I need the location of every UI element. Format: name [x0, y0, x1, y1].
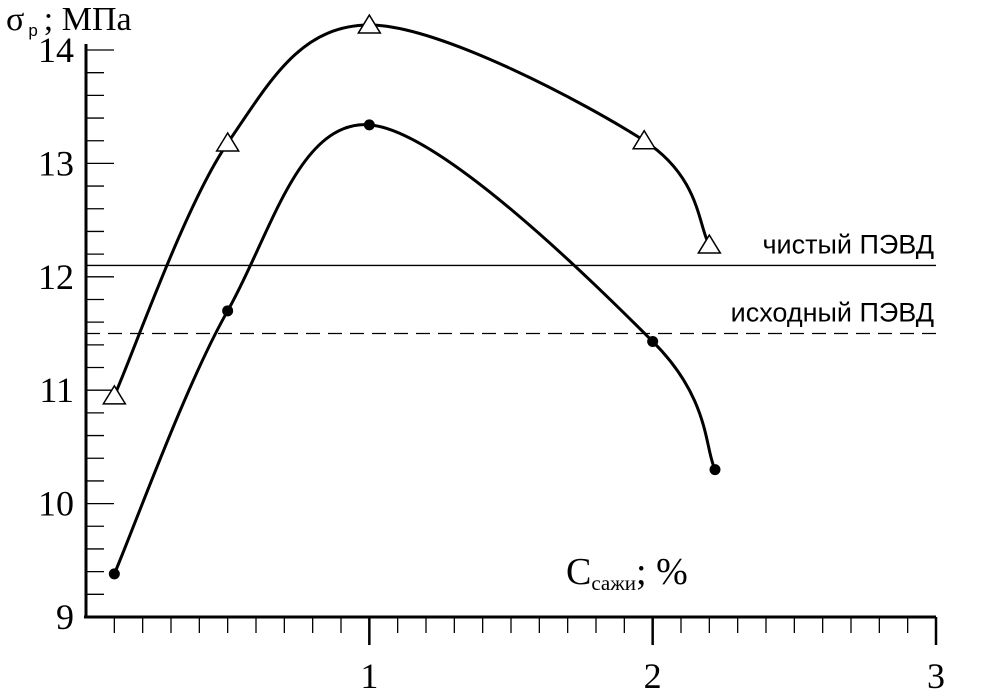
y-tick-label: 12: [38, 257, 74, 297]
reference-line-label: исходный ПЭВД: [731, 298, 934, 328]
data-point: [647, 335, 659, 347]
data-point: [222, 305, 234, 317]
data-point: [101, 384, 127, 405]
y-tick-labels: 9 10 11 12 13 14: [38, 30, 74, 637]
series-1: [101, 13, 722, 405]
y-axis-label-unit: ; МПа: [44, 1, 132, 38]
ticks: [86, 49, 938, 645]
reference-line-label: чистый ПЭВД: [762, 229, 934, 259]
x-axis-label-subscript: сажи: [591, 571, 636, 595]
series-2: [108, 119, 721, 580]
data-point: [631, 129, 657, 150]
series-line: [112, 23, 711, 397]
y-tick-label: 14: [38, 30, 74, 70]
x-tick-label: 3: [927, 656, 945, 696]
data-point: [696, 233, 722, 254]
data-point: [215, 131, 241, 152]
x-axis-label: Ссажи; %: [566, 551, 688, 595]
reference-lines: чистый ПЭВД исходный ПЭВД: [86, 229, 936, 335]
y-tick-label: 13: [38, 143, 74, 183]
y-tick-label: 9: [56, 597, 74, 637]
y-axis-label: σ р ; МПа: [6, 1, 132, 40]
axes: [84, 44, 936, 619]
x-tick-labels: 1 2 3: [360, 656, 945, 696]
y-tick-label: 10: [38, 484, 74, 524]
x-axis-label-unit: ; %: [636, 551, 688, 593]
y-axis-label-symbol: σ: [6, 1, 24, 38]
series-layer: [101, 13, 722, 580]
y-axis-label-subscript: р: [28, 21, 37, 40]
series-line: [112, 123, 717, 575]
x-axis-label-symbol: С: [566, 551, 591, 593]
x-tick-label: 1: [360, 656, 378, 696]
data-point: [709, 464, 721, 476]
data-point: [363, 119, 375, 131]
y-tick-label: 11: [39, 370, 74, 410]
data-point: [356, 13, 382, 34]
data-point: [108, 568, 120, 580]
x-tick-label: 2: [644, 656, 662, 696]
